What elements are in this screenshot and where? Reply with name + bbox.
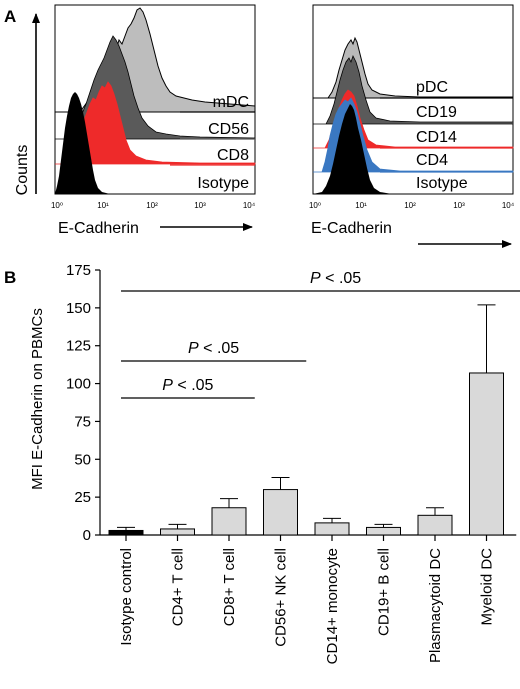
y-tick-label: 75 bbox=[74, 413, 91, 430]
x-tick-label: Isotype control bbox=[118, 548, 135, 646]
hist-isotype-left bbox=[55, 92, 110, 194]
right-tick-2: 10² bbox=[404, 201, 416, 210]
bar-ylabel: MFI E-Cadherin on PBMCs bbox=[29, 308, 46, 490]
x-tick-label: Myeloid DC bbox=[479, 548, 496, 626]
bar-chart: 0 25 50 75 100 125 150 175 Isotype control CD4+ T… bbox=[66, 262, 520, 664]
bar bbox=[108, 529, 144, 536]
y-tick-label: 0 bbox=[83, 527, 91, 544]
left-plot-frame bbox=[54, 4, 256, 195]
significance-label: P < .05 bbox=[188, 340, 239, 357]
legend-cd19: CD19 bbox=[416, 104, 457, 121]
left-tick-4: 10⁴ bbox=[243, 201, 256, 210]
panel-b-label: B bbox=[4, 268, 16, 287]
left-tick-0: 10⁰ bbox=[51, 201, 63, 210]
x-tick-label: CD14+ monocyte bbox=[324, 548, 341, 664]
legend-cd4: CD4 bbox=[416, 152, 448, 169]
right-histogram: pDC CD19 CD14 CD4 Isotype 10⁰ 10¹ 10² 10… bbox=[309, 4, 515, 248]
right-tick-1: 10¹ bbox=[355, 201, 367, 210]
panel-a-label: A bbox=[4, 7, 16, 26]
hist-cd19 bbox=[313, 54, 514, 125]
left-xlabel: E-Cadherin bbox=[58, 220, 139, 237]
right-tick-4: 10⁴ bbox=[502, 201, 515, 210]
x-tick-label: Plasmacytoid DC bbox=[427, 548, 444, 663]
left-histogram: mDC CD56 CD8 Isotype 10⁰ 10¹ 10² 10³ 10⁴… bbox=[14, 4, 256, 237]
hist-pdc bbox=[313, 36, 514, 99]
x-tick-label: CD8+ T cell bbox=[221, 548, 238, 626]
bar bbox=[160, 528, 195, 536]
bar bbox=[366, 526, 401, 536]
bar bbox=[417, 514, 453, 536]
bar bbox=[314, 522, 350, 536]
right-plot-frame bbox=[312, 4, 514, 195]
legend-mdc: mDC bbox=[213, 94, 249, 111]
bar bbox=[211, 507, 247, 536]
x-tick-label: CD19+ B cell bbox=[376, 548, 393, 636]
hist-isotype-right bbox=[313, 104, 392, 194]
legend-pdc: pDC bbox=[416, 79, 448, 96]
x-tick-label: CD56+ NK cell bbox=[273, 548, 290, 647]
right-xlabel: E-Cadherin bbox=[311, 220, 392, 237]
y-tick-label: 50 bbox=[74, 451, 91, 468]
right-tick-3: 10³ bbox=[453, 201, 465, 210]
legend-cd14: CD14 bbox=[416, 129, 457, 146]
legend-cd56: CD56 bbox=[208, 121, 249, 138]
y-tick-label: 100 bbox=[66, 376, 91, 393]
legend-isotype-right: Isotype bbox=[416, 175, 468, 192]
y-tick-label: 125 bbox=[66, 338, 91, 355]
y-tick-label: 175 bbox=[66, 262, 91, 279]
legend-isotype-left: Isotype bbox=[197, 175, 249, 192]
x-tick-label: CD4+ T cell bbox=[170, 548, 187, 626]
left-tick-3: 10³ bbox=[194, 201, 206, 210]
left-tick-2: 10² bbox=[146, 201, 158, 210]
bar bbox=[263, 489, 298, 536]
left-ylabel: Counts bbox=[14, 145, 31, 196]
left-tick-1: 10¹ bbox=[97, 201, 109, 210]
y-tick-label: 25 bbox=[74, 489, 91, 506]
bar bbox=[469, 372, 504, 536]
right-tick-0: 10⁰ bbox=[309, 201, 321, 210]
legend-cd8: CD8 bbox=[217, 147, 249, 164]
significance-label: P < .05 bbox=[310, 270, 361, 287]
significance-label: P < .05 bbox=[162, 377, 213, 394]
y-tick-label: 150 bbox=[66, 300, 91, 317]
